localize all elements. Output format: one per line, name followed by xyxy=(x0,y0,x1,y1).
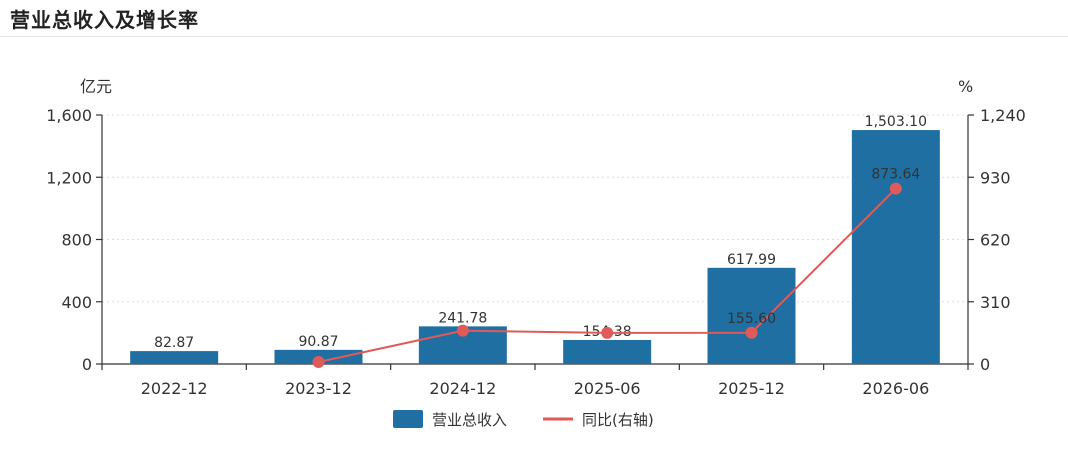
axes-layer: 0 400 800 1,200 1,600 亿元 0 310 620 930 1,240% 2022-… xyxy=(46,77,1026,398)
legend-line-label: 同比(右轴) xyxy=(582,411,654,429)
revenue-bar-label: 82.87 xyxy=(154,335,194,351)
legend-layer: 营业总收入 同比(右轴) xyxy=(393,410,654,429)
yoy-growth-point xyxy=(889,182,902,195)
right-axis-tick-label: 930 xyxy=(980,168,1011,187)
left-axis-tick-label: 800 xyxy=(61,231,92,250)
revenue-bar xyxy=(851,130,940,364)
left-axis-tick-label: 0 xyxy=(82,355,92,374)
revenue-bar-label: 90.87 xyxy=(298,334,338,350)
yoy-growth-point xyxy=(601,326,614,339)
revenue-bar-label: 1,503.10 xyxy=(865,114,927,130)
revenue-bar xyxy=(563,339,652,364)
x-axis-tick-label: 2025-06 xyxy=(574,379,641,398)
x-axis-tick-label: 2023-12 xyxy=(285,379,352,398)
revenue-bar-label: 241.78 xyxy=(438,310,487,326)
left-axis-tick-label: 1,200 xyxy=(46,168,92,187)
legend-bar-label: 营业总收入 xyxy=(432,411,507,429)
left-axis-tick-label: 400 xyxy=(61,293,92,312)
revenue-bar xyxy=(130,351,219,364)
yoy-growth-point xyxy=(312,355,325,368)
legend-bar-swatch xyxy=(393,410,423,428)
yoy-growth-point xyxy=(745,326,758,339)
x-axis-tick-label: 2024-12 xyxy=(429,379,496,398)
right-axis-tick-label: 0 xyxy=(980,355,990,374)
yoy-growth-label: 873.64 xyxy=(871,167,920,183)
yoy-growth-label: 155.60 xyxy=(727,311,776,327)
x-axis-tick-label: 2025-12 xyxy=(718,379,785,398)
bars-layer xyxy=(130,130,940,364)
line-layer: 155.60 873.64 xyxy=(312,167,920,368)
left-axis-tick-label: 1,600 xyxy=(46,106,92,125)
left-axis-unit: 亿元 xyxy=(80,77,112,96)
x-axis-tick-label: 2026-06 xyxy=(862,379,929,398)
revenue-bar-label: 617.99 xyxy=(727,252,776,268)
right-axis-tick-label: 620 xyxy=(980,231,1011,250)
right-axis-unit: % xyxy=(958,77,973,96)
chart-title: 营业总收入及增长率 xyxy=(10,8,199,32)
yoy-growth-point xyxy=(456,324,469,337)
right-axis-tick-label: 310 xyxy=(980,293,1011,312)
x-axis-tick-label: 2022-12 xyxy=(141,379,208,398)
right-axis-tick-label: 1,240 xyxy=(980,106,1026,125)
chart-header: 营业总收入及增长率 xyxy=(0,0,1068,37)
grid-layer xyxy=(102,114,968,303)
revenue-bar xyxy=(707,267,796,364)
